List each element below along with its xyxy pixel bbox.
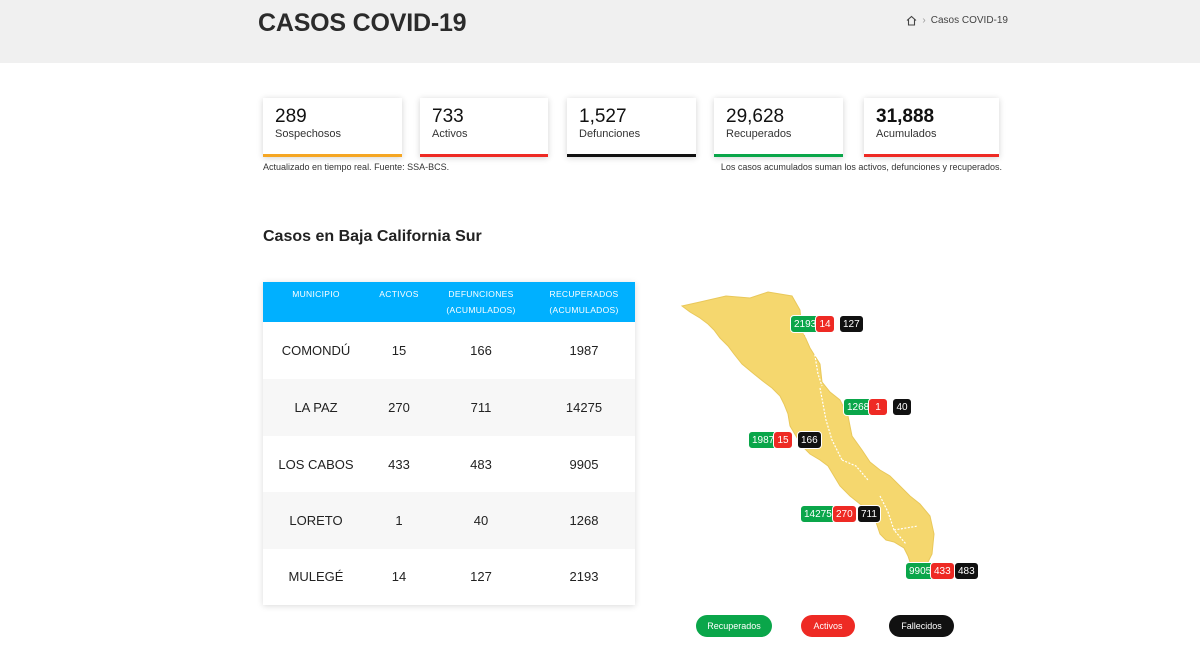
cell-activos: 14 <box>391 569 407 584</box>
stat-bar <box>714 154 843 157</box>
table-row: LOS CABOS 433 483 9905 <box>263 436 635 493</box>
municipality-borders <box>801 329 919 545</box>
stat-card-recuperados: 29,628 Recuperados <box>714 98 843 157</box>
stat-label: Recuperados <box>726 128 792 140</box>
cell-recuperados: 14275 <box>565 400 603 415</box>
stat-value: 733 <box>432 106 464 127</box>
home-icon[interactable] <box>906 15 917 26</box>
bcs-map <box>680 290 980 590</box>
stat-value: 31,888 <box>876 106 935 127</box>
stat-label: Acumulados <box>876 128 937 140</box>
map-shape <box>680 291 935 573</box>
header-defunciones-line1: DEFUNCIONES <box>448 289 514 299</box>
breadcrumb-separator: › <box>922 15 926 26</box>
breadcrumb: › Casos COVID-19 <box>906 15 1008 26</box>
loreto-fallecidos-badge: 40 <box>892 398 912 416</box>
mulege-recuperados-badge: 2193 <box>790 315 821 333</box>
cell-municipio: LOS CABOS <box>278 457 354 472</box>
cases-table: MUNICIPIO ACTIVOS DEFUNCIONES (ACUMULADO… <box>263 282 635 605</box>
comondu-fallecidos-badge: 166 <box>797 431 822 449</box>
los-cabos-activos-badge: 433 <box>930 562 955 580</box>
cell-municipio: LA PAZ <box>294 400 338 415</box>
stat-value: 1,527 <box>579 106 627 127</box>
mulege-activos-badge: 14 <box>815 315 835 333</box>
stat-card-defunciones: 1,527 Defunciones <box>567 98 696 157</box>
table-row: LORETO 1 40 1268 <box>263 492 635 549</box>
update-note: Actualizado en tiempo real. Fuente: SSA-… <box>263 162 450 172</box>
stat-card-activos: 733 Activos <box>420 98 548 157</box>
cell-municipio: COMONDÚ <box>281 343 351 358</box>
table-row: MULEGÉ 14 127 2193 <box>263 548 635 605</box>
loreto-activos-badge: 1 <box>868 398 888 416</box>
stat-label: Activos <box>432 128 468 140</box>
cell-recuperados: 1268 <box>569 513 599 528</box>
stat-bar <box>420 154 548 157</box>
mulege-fallecidos-badge: 127 <box>839 315 864 333</box>
comondu-activos-badge: 15 <box>773 431 793 449</box>
header-recuperados-line2: (ACUMULADOS) <box>549 305 619 315</box>
stat-bar <box>567 154 696 157</box>
la-paz-recuperados-badge: 14275 <box>800 505 836 523</box>
cell-municipio: MULEGÉ <box>288 569 344 584</box>
los-cabos-recuperados-badge: 9905 <box>905 562 936 580</box>
accumulated-note: Los casos acumulados suman los activos, … <box>720 162 1002 172</box>
stat-bar <box>864 154 999 157</box>
table-row: COMONDÚ 15 166 1987 <box>263 322 635 379</box>
cell-activos: 433 <box>388 457 410 472</box>
los-cabos-fallecidos-badge: 483 <box>954 562 979 580</box>
table-header: MUNICIPIO ACTIVOS DEFUNCIONES (ACUMULADO… <box>263 282 635 322</box>
cell-defunciones: 127 <box>470 569 492 584</box>
header-defunciones-line2: (ACUMULADOS) <box>446 305 516 315</box>
top-bar: CASOS COVID-19 › Casos COVID-19 <box>0 0 1200 63</box>
section-title: Casos en Baja California Sur <box>263 228 482 245</box>
cell-defunciones: 483 <box>470 457 492 472</box>
stat-value: 29,628 <box>726 106 785 127</box>
header-defunciones: DEFUNCIONES (ACUMULADOS) <box>429 286 533 318</box>
cell-recuperados: 2193 <box>569 569 599 584</box>
la-paz-activos-badge: 270 <box>832 505 857 523</box>
legend-recuperados: Recuperados <box>696 615 772 637</box>
stat-label: Sospechosos <box>275 128 342 140</box>
cell-defunciones: 166 <box>470 343 492 358</box>
stat-card-sospechosos: 289 Sospechosos <box>263 98 402 157</box>
header-municipio: MUNICIPIO <box>292 289 340 299</box>
cell-defunciones: 711 <box>470 400 492 415</box>
cell-municipio: LORETO <box>289 513 343 528</box>
cell-recuperados: 1987 <box>569 343 599 358</box>
header-recuperados: RECUPERADOS (ACUMULADOS) <box>533 286 635 318</box>
cell-activos: 1 <box>395 513 403 528</box>
cell-activos: 270 <box>388 400 410 415</box>
cell-defunciones: 40 <box>473 513 489 528</box>
cell-activos: 15 <box>391 343 407 358</box>
breadcrumb-current: Casos COVID-19 <box>930 15 1008 26</box>
stat-card-acumulados: 31,888 Acumulados <box>864 98 999 157</box>
loreto-recuperados-badge: 1268 <box>843 398 874 416</box>
table-row: LA PAZ 270 711 14275 <box>263 379 635 436</box>
header-recuperados-line1: RECUPERADOS <box>549 289 619 299</box>
cell-recuperados: 9905 <box>569 457 599 472</box>
stat-bar <box>263 154 402 157</box>
header-activos: ACTIVOS <box>379 289 419 299</box>
legend-fallecidos: Fallecidos <box>889 615 954 637</box>
stat-label: Defunciones <box>579 128 641 140</box>
la-paz-fallecidos-badge: 711 <box>857 505 881 523</box>
page-title: CASOS COVID-19 <box>258 9 467 37</box>
stat-value: 289 <box>275 106 307 127</box>
legend-activos: Activos <box>801 615 855 637</box>
